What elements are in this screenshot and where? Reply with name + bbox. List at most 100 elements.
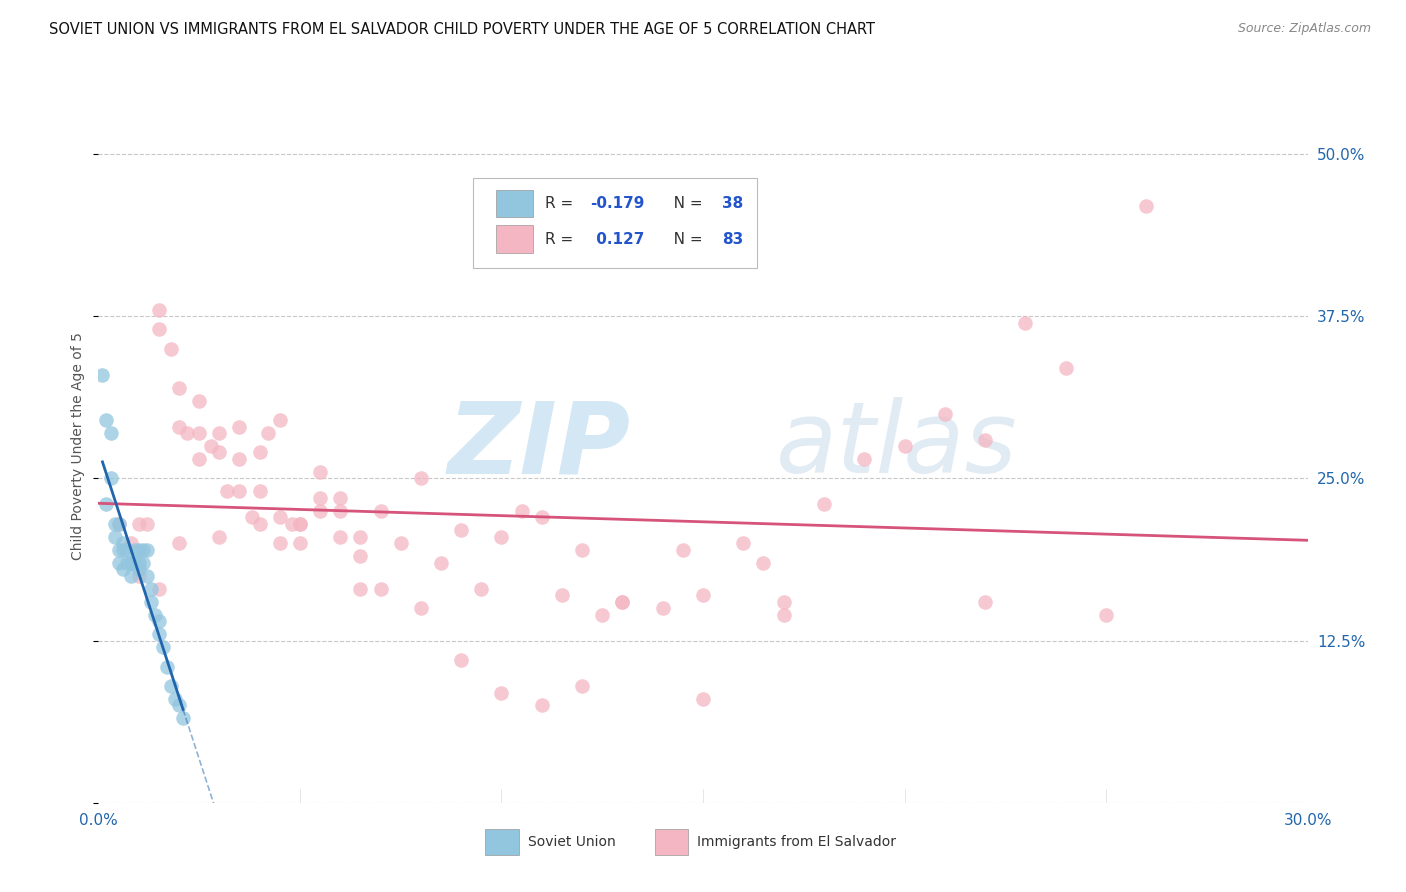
Point <box>409 601 432 615</box>
Point <box>132 542 155 557</box>
Text: R =: R = <box>544 232 578 246</box>
Text: -0.179: -0.179 <box>591 196 645 211</box>
Point <box>120 556 142 570</box>
Point <box>309 504 332 518</box>
Text: 0.127: 0.127 <box>591 232 644 246</box>
Point <box>530 698 553 713</box>
Point <box>115 542 138 557</box>
Point <box>156 659 179 673</box>
Point <box>813 497 835 511</box>
FancyBboxPatch shape <box>485 830 519 855</box>
Text: R =: R = <box>544 196 578 211</box>
Point <box>128 562 150 576</box>
Text: Soviet Union: Soviet Union <box>527 835 616 849</box>
Point <box>288 536 311 550</box>
Point <box>249 484 271 499</box>
Point <box>256 425 278 440</box>
Point <box>124 556 146 570</box>
Point <box>115 556 138 570</box>
Point <box>692 588 714 602</box>
Point <box>120 556 142 570</box>
Point <box>148 582 170 596</box>
Point <box>309 465 332 479</box>
Point <box>269 510 291 524</box>
Point <box>107 542 129 557</box>
Point <box>139 595 162 609</box>
Point <box>128 516 150 531</box>
Point <box>612 595 634 609</box>
Point <box>139 582 162 596</box>
Text: 83: 83 <box>723 232 744 246</box>
Point <box>430 556 453 570</box>
Point <box>100 425 122 440</box>
Text: Source: ZipAtlas.com: Source: ZipAtlas.com <box>1237 22 1371 36</box>
Point <box>349 530 371 544</box>
Point <box>208 425 231 440</box>
Point <box>772 595 794 609</box>
Point <box>672 542 695 557</box>
Point <box>148 302 170 317</box>
Point <box>107 556 129 570</box>
Point <box>128 556 150 570</box>
Point <box>612 595 634 609</box>
Point <box>228 452 250 467</box>
Point <box>510 504 533 518</box>
Point <box>217 484 239 499</box>
Point <box>135 568 157 582</box>
Point <box>176 425 198 440</box>
Point <box>288 516 311 531</box>
Point <box>124 542 146 557</box>
Point <box>132 556 155 570</box>
Point <box>167 419 190 434</box>
Point <box>491 530 513 544</box>
Point <box>329 491 352 505</box>
FancyBboxPatch shape <box>496 226 533 252</box>
Point <box>240 510 263 524</box>
Point <box>530 510 553 524</box>
Point <box>120 568 142 582</box>
Point <box>188 425 211 440</box>
Point <box>772 607 794 622</box>
Point <box>450 653 472 667</box>
Point <box>349 582 371 596</box>
Point <box>135 542 157 557</box>
Point <box>853 452 876 467</box>
FancyBboxPatch shape <box>474 178 758 268</box>
Point <box>1014 316 1036 330</box>
Point <box>96 497 118 511</box>
Point <box>288 516 311 531</box>
Point <box>1135 199 1157 213</box>
Point <box>167 698 190 713</box>
Point <box>100 471 122 485</box>
Text: SOVIET UNION VS IMMIGRANTS FROM EL SALVADOR CHILD POVERTY UNDER THE AGE OF 5 COR: SOVIET UNION VS IMMIGRANTS FROM EL SALVA… <box>49 22 875 37</box>
FancyBboxPatch shape <box>655 830 689 855</box>
Point <box>208 445 231 459</box>
Point <box>91 368 114 382</box>
Point <box>111 562 134 576</box>
Point <box>188 393 211 408</box>
Text: N =: N = <box>659 232 709 246</box>
Point <box>111 542 134 557</box>
Point <box>103 516 125 531</box>
Point <box>228 419 250 434</box>
Point <box>651 601 673 615</box>
Point <box>389 536 412 550</box>
Point <box>733 536 755 550</box>
Point <box>974 433 997 447</box>
Point <box>893 439 915 453</box>
Point <box>752 556 775 570</box>
Point <box>409 471 432 485</box>
Point <box>128 568 150 582</box>
Point <box>160 679 183 693</box>
Text: Immigrants from El Salvador: Immigrants from El Salvador <box>697 835 896 849</box>
Point <box>934 407 956 421</box>
Point <box>188 452 211 467</box>
Point <box>349 549 371 564</box>
Point <box>551 588 574 602</box>
Point <box>120 536 142 550</box>
Point <box>281 516 304 531</box>
Point <box>172 711 194 725</box>
Text: ZIP: ZIP <box>447 398 630 494</box>
Point <box>143 607 166 622</box>
Point <box>228 484 250 499</box>
